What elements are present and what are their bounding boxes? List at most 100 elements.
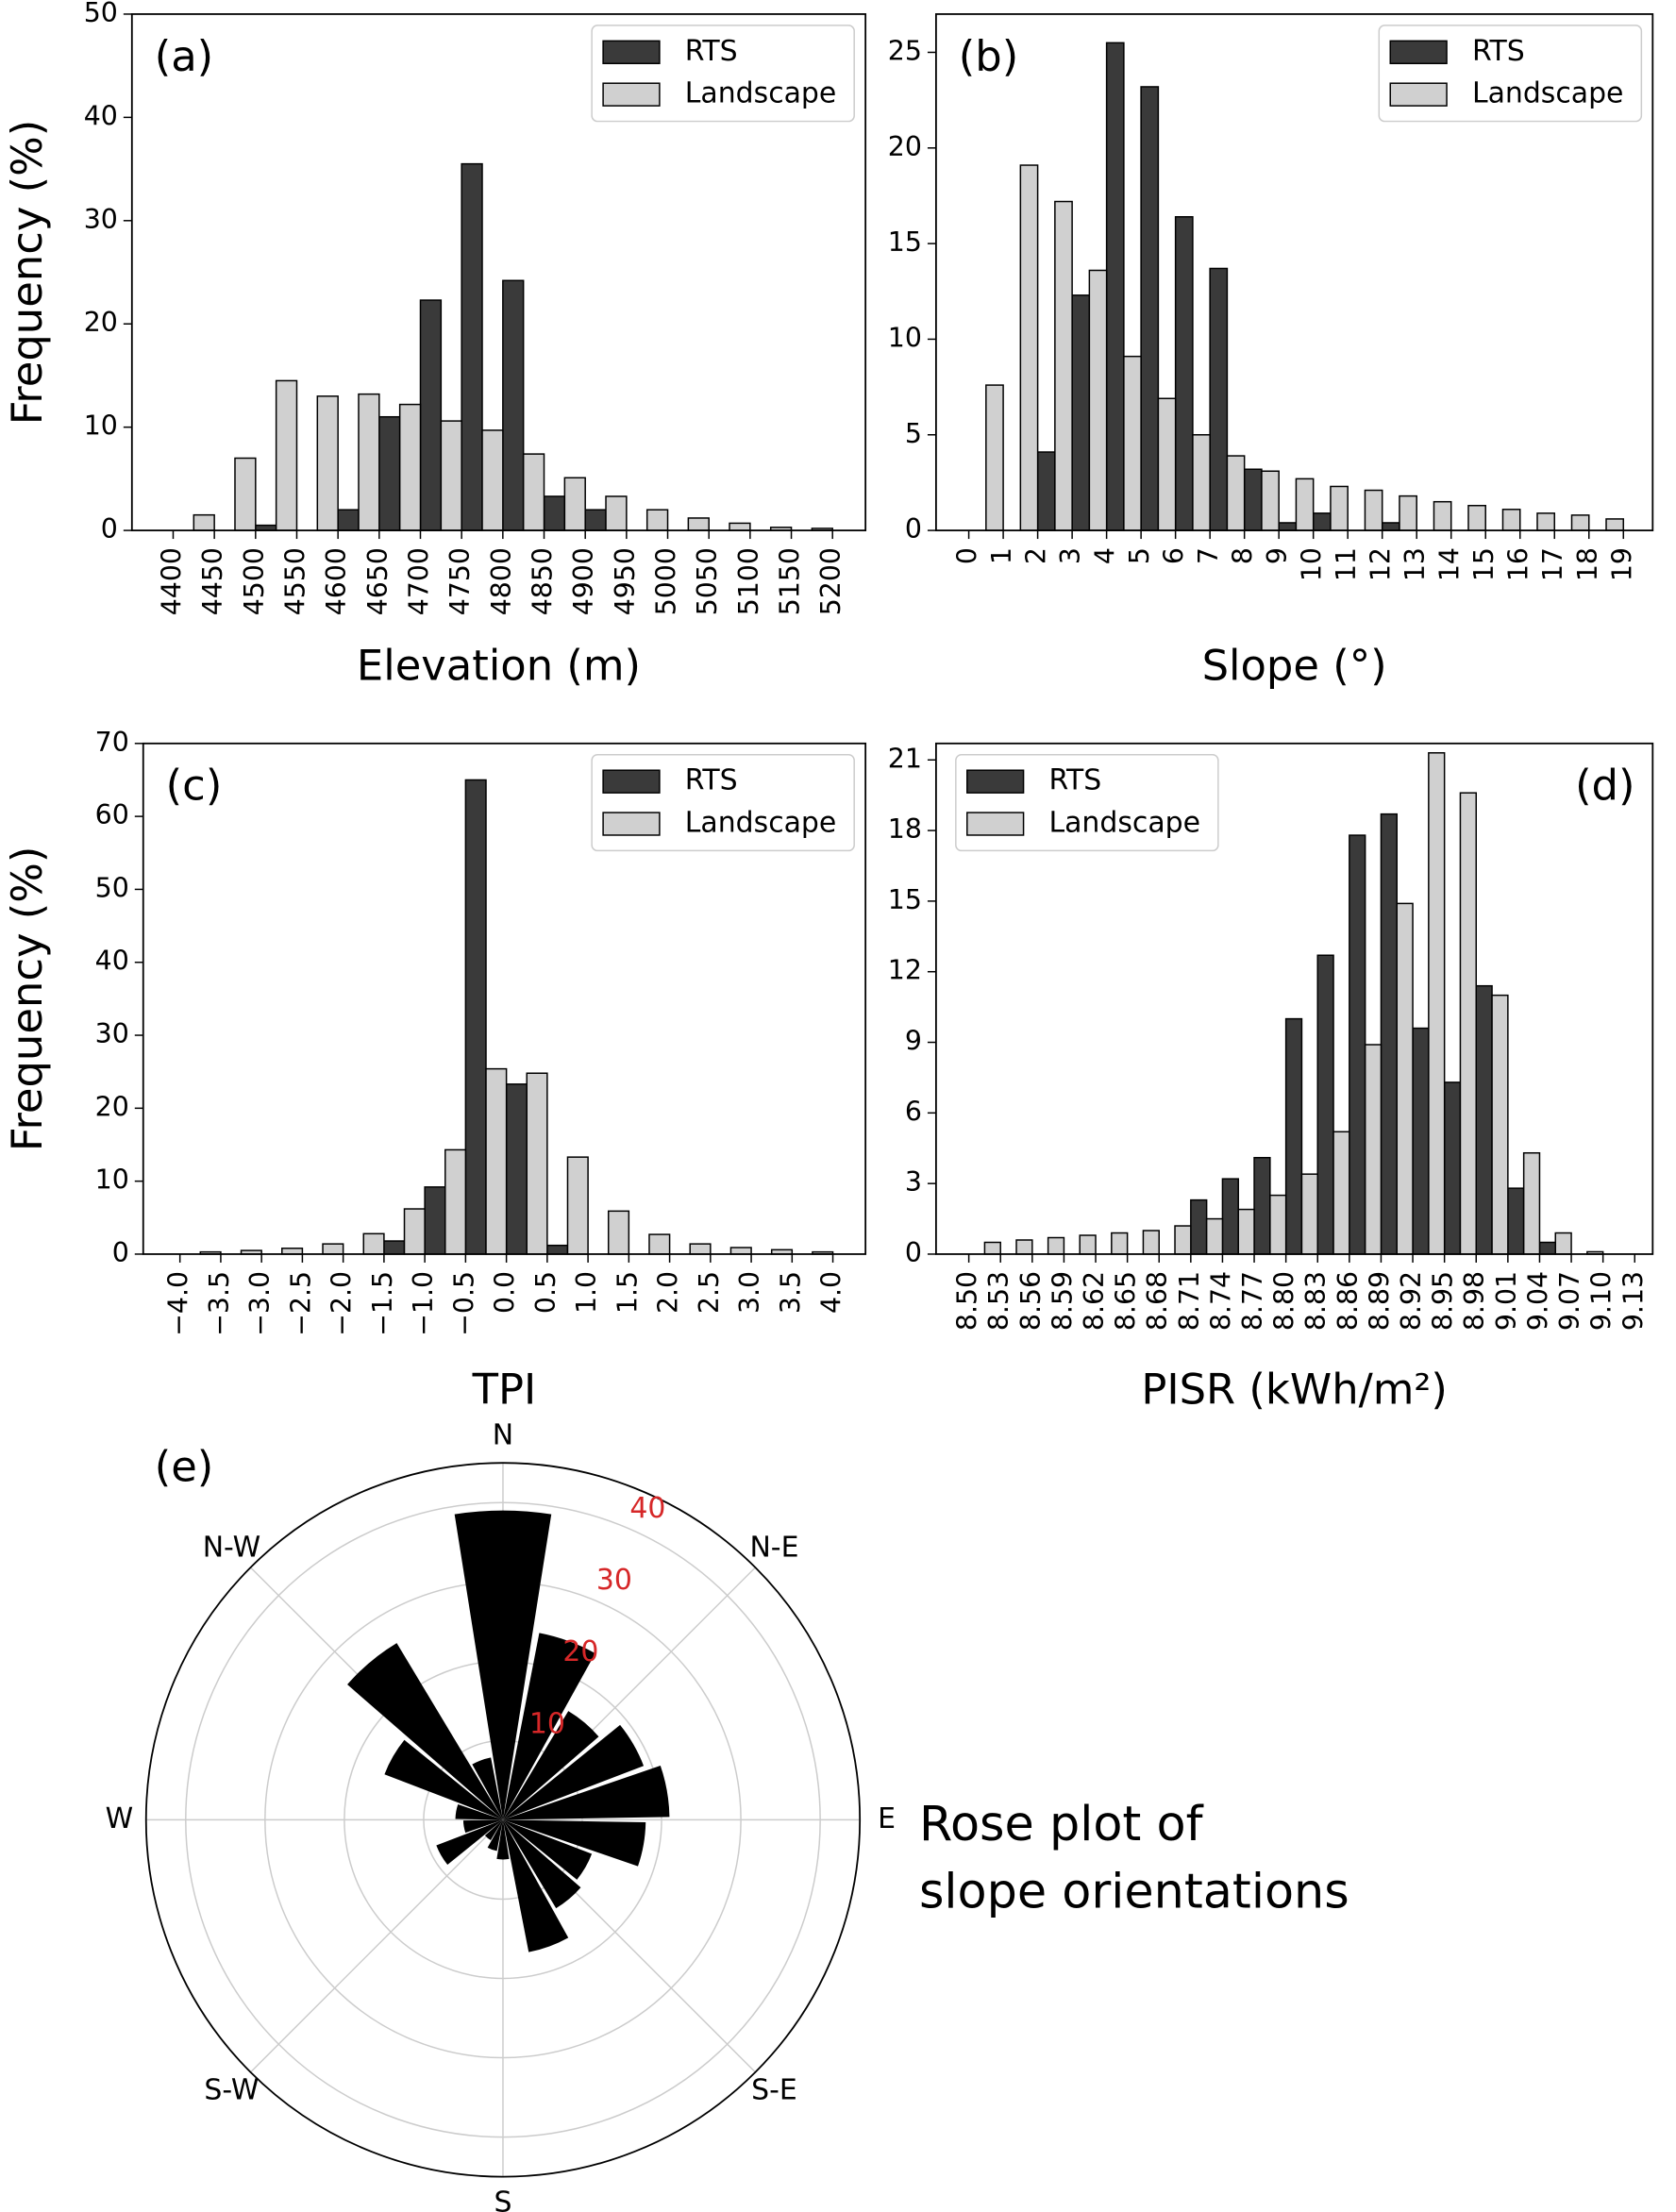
bar bbox=[522, 453, 545, 531]
bar bbox=[607, 1210, 630, 1255]
bar bbox=[1221, 1178, 1239, 1255]
bar bbox=[383, 1240, 406, 1255]
bar bbox=[378, 415, 401, 531]
bar bbox=[1278, 522, 1298, 531]
x-tick-label: 8 bbox=[1228, 547, 1259, 564]
x-tick-label: 1 bbox=[986, 547, 1017, 564]
x-tick-label: 4750 bbox=[444, 547, 476, 615]
y-tick-label: 0 bbox=[905, 1237, 922, 1268]
y-tick-label: 20 bbox=[84, 307, 118, 338]
x-tick-label: 4500 bbox=[239, 547, 270, 615]
x-tick-label: 14 bbox=[1434, 547, 1466, 581]
x-tick-label: −2.5 bbox=[285, 1271, 316, 1336]
x-tick-label: 15 bbox=[1468, 547, 1500, 581]
bar bbox=[1190, 1198, 1208, 1255]
x-tick-label: 8.83 bbox=[1300, 1271, 1332, 1331]
annotation: slope orientations bbox=[919, 1864, 1349, 1919]
y-tick-label: 70 bbox=[95, 727, 129, 758]
legend-swatch bbox=[1389, 82, 1448, 107]
x-tick-label: 8.71 bbox=[1174, 1271, 1205, 1331]
rose-bar bbox=[502, 1819, 646, 1867]
bar bbox=[403, 1208, 426, 1255]
bar bbox=[1079, 1234, 1097, 1255]
outer-ring bbox=[144, 1462, 862, 2178]
x-axis-label: PISR (kWh/m²) bbox=[1141, 1364, 1448, 1414]
bar bbox=[729, 522, 751, 531]
x-tick-label: 11 bbox=[1331, 547, 1362, 581]
y-tick-label: 50 bbox=[84, 0, 118, 28]
legend-label: RTS bbox=[1472, 35, 1525, 68]
x-tick-label: 6 bbox=[1159, 547, 1190, 564]
bar bbox=[648, 1233, 671, 1255]
rose-bar bbox=[462, 1819, 503, 1834]
y-tick-label: 10 bbox=[95, 1165, 129, 1196]
bar bbox=[566, 1156, 589, 1255]
bar bbox=[1507, 1187, 1525, 1255]
y-axis-label: Frequency (%) bbox=[2, 846, 52, 1151]
bar bbox=[1157, 397, 1177, 531]
rose-bar bbox=[502, 1819, 569, 1952]
x-tick-label: 1.5 bbox=[612, 1271, 643, 1314]
bar bbox=[1316, 954, 1334, 1255]
x-tick-label: 4800 bbox=[486, 547, 517, 615]
x-tick-label: 5200 bbox=[815, 547, 846, 615]
plot-frame bbox=[130, 13, 867, 531]
bar bbox=[1380, 813, 1398, 1255]
x-tick-label: 8.86 bbox=[1332, 1271, 1364, 1331]
x-tick-label: 4650 bbox=[362, 547, 394, 615]
bar bbox=[1295, 478, 1315, 531]
bar bbox=[505, 1083, 528, 1255]
rose-bar bbox=[487, 1819, 503, 1852]
x-tick-label: 0 bbox=[952, 547, 983, 564]
x-tick-label: 8.65 bbox=[1111, 1271, 1142, 1331]
y-tick-label: 9 bbox=[905, 1026, 922, 1057]
bar bbox=[546, 1244, 569, 1255]
x-tick-label: 8.62 bbox=[1079, 1271, 1110, 1331]
x-tick-label: 8.53 bbox=[983, 1271, 1014, 1331]
bar bbox=[1491, 994, 1509, 1255]
bar bbox=[1140, 86, 1160, 531]
x-tick-label: 4950 bbox=[610, 547, 641, 615]
rose-bar bbox=[455, 1804, 503, 1820]
x-tick-label: 5 bbox=[1124, 547, 1155, 564]
bar bbox=[1475, 984, 1493, 1255]
bar bbox=[485, 1067, 508, 1255]
x-tick-label: 3.5 bbox=[775, 1271, 806, 1314]
bar bbox=[1349, 834, 1366, 1255]
bar bbox=[689, 1243, 712, 1255]
bar bbox=[234, 457, 257, 531]
legend-swatch bbox=[602, 769, 661, 794]
bar bbox=[729, 1247, 752, 1255]
x-tick-label: 2.5 bbox=[694, 1271, 725, 1314]
legend-label: RTS bbox=[685, 764, 738, 797]
x-tick-label: 0.0 bbox=[490, 1271, 521, 1314]
x-tick-label: 4450 bbox=[197, 547, 228, 615]
bar bbox=[1269, 1194, 1287, 1255]
r-tick-label: 20 bbox=[562, 1635, 598, 1668]
bar bbox=[440, 420, 462, 531]
panel-label: (a) bbox=[155, 31, 213, 81]
x-tick-label: 10 bbox=[1297, 547, 1328, 581]
x-tick-label: 5150 bbox=[775, 547, 806, 615]
rose-bar bbox=[496, 1819, 510, 1860]
x-tick-label: 4850 bbox=[528, 547, 559, 615]
x-tick-label: 4 bbox=[1090, 547, 1121, 564]
x-tick-label: 2.0 bbox=[653, 1271, 684, 1314]
y-tick-label: 6 bbox=[905, 1096, 922, 1127]
direction-label: N bbox=[493, 1418, 513, 1451]
bar bbox=[1205, 1217, 1224, 1255]
plot-frame bbox=[934, 742, 1654, 1255]
bar bbox=[1019, 164, 1039, 531]
bar bbox=[1467, 504, 1486, 531]
bar bbox=[1364, 489, 1383, 531]
x-tick-label: 8.80 bbox=[1269, 1271, 1300, 1331]
x-tick-label: 18 bbox=[1572, 547, 1603, 581]
legend-swatch bbox=[602, 40, 661, 65]
bar bbox=[322, 1243, 344, 1255]
bar bbox=[362, 1232, 385, 1255]
y-tick-label: 0 bbox=[112, 1237, 129, 1268]
bar bbox=[1501, 509, 1521, 531]
bar bbox=[1381, 522, 1400, 531]
y-tick-label: 0 bbox=[101, 513, 118, 545]
